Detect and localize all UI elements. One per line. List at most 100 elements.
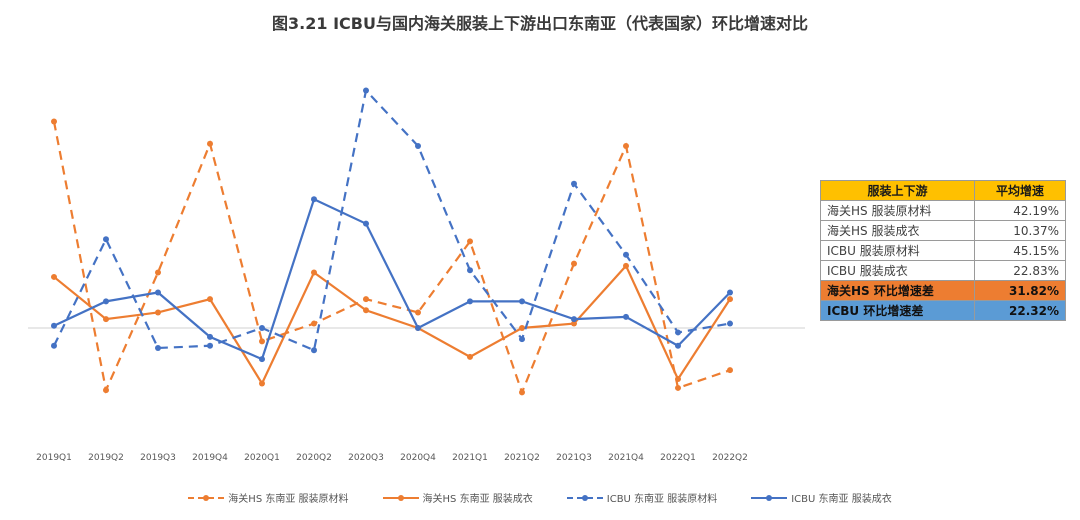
summary-row-label: ICBU 服装成衣 [820, 260, 975, 281]
x-tick-label: 2020Q4 [400, 453, 436, 463]
data-point-0-10 [571, 260, 577, 267]
series-layer [51, 87, 733, 396]
data-point-3-3 [207, 333, 213, 340]
summary-row: 海关HS 服装原材料 42.19% [820, 200, 1066, 221]
data-point-1-5 [311, 269, 317, 276]
series-line-3 [53, 197, 731, 361]
summary-highlight-label: 海关HS 环比增速差 [820, 280, 975, 301]
legend-swatch-solid-orange [382, 494, 419, 501]
data-point-0-6 [363, 296, 369, 303]
summary-table-header: 服装上下游 平均增速 [820, 180, 1066, 201]
summary-row-value: 10.37% [974, 220, 1066, 241]
data-point-2-7 [415, 142, 421, 149]
data-point-2-11 [623, 251, 629, 258]
data-point-3-6 [363, 220, 369, 227]
data-point-2-4 [259, 325, 265, 331]
data-point-3-13 [727, 289, 733, 296]
legend-swatch-dashed-orange [188, 494, 225, 501]
data-point-3-10 [571, 316, 577, 323]
summary-row-value: 22.83% [974, 260, 1066, 281]
summary-highlight-value: 31.82% [974, 280, 1066, 301]
data-point-0-12 [675, 384, 681, 391]
series-line-1 [53, 263, 731, 386]
data-point-1-13 [727, 296, 733, 303]
data-point-1-6 [363, 307, 369, 314]
data-point-0-8 [467, 238, 473, 245]
summary-highlight-value: 22.32% [974, 300, 1066, 321]
data-point-3-12 [675, 342, 681, 349]
summary-row: ICBU 服装成衣 22.83% [820, 260, 1066, 281]
data-point-0-2 [155, 269, 161, 276]
legend-item: 海关HS 东南亚 服装原材料 [188, 490, 349, 505]
legend-label: 海关HS 东南亚 服装原材料 [228, 494, 349, 505]
data-point-2-8 [467, 267, 473, 274]
x-tick-label: 2021Q2 [504, 453, 540, 463]
summary-highlight-label: ICBU 环比增速差 [820, 300, 975, 321]
x-tick-label: 2019Q3 [140, 453, 176, 463]
legend-label: 海关HS 东南亚 服装成衣 [422, 494, 533, 505]
legend-swatch-dashed-blue [566, 494, 603, 501]
data-point-3-8 [467, 298, 473, 305]
data-point-0-11 [623, 142, 629, 149]
data-point-1-8 [467, 353, 473, 360]
x-tick-label: 2020Q3 [348, 453, 384, 463]
data-point-1-4 [259, 380, 265, 387]
data-point-2-9 [519, 336, 525, 343]
data-point-1-10 [571, 320, 577, 327]
x-tick-label: 2019Q1 [36, 453, 72, 463]
series-line-0 [52, 121, 731, 396]
data-point-2-6 [363, 87, 369, 94]
summary-highlight-row-hs: 海关HS 环比增速差 31.82% [820, 280, 1066, 301]
data-point-2-2 [155, 344, 161, 351]
data-point-0-1 [103, 387, 109, 394]
data-point-2-3 [207, 342, 213, 349]
x-tick-label: 2019Q2 [88, 453, 124, 463]
data-point-3-2 [155, 289, 161, 296]
x-tick-label: 2019Q4 [192, 453, 228, 463]
legend-label: ICBU 东南亚 服装原材料 [606, 494, 718, 505]
data-point-3-7 [415, 325, 421, 331]
data-point-1-11 [623, 262, 629, 269]
data-point-2-12 [675, 329, 681, 336]
data-point-0-9 [519, 389, 525, 396]
data-point-0-4 [259, 338, 265, 345]
data-point-3-9 [519, 298, 525, 305]
data-point-2-1 [103, 236, 109, 243]
legend-label: ICBU 东南亚 服装成衣 [791, 494, 892, 505]
summary-row-label: ICBU 服装原材料 [820, 240, 975, 261]
summary-row-value: 45.15% [974, 240, 1066, 261]
x-axis-labels: 2019Q1 2019Q2 2019Q3 2019Q4 2020Q1 2020Q2 2020… [36, 453, 748, 463]
data-point-3-11 [623, 313, 629, 320]
x-tick-label: 2020Q2 [296, 453, 332, 463]
x-tick-label: 2022Q2 [712, 453, 748, 463]
series-line-2 [53, 88, 731, 352]
data-point-3-0 [51, 322, 57, 329]
data-point-3-4 [259, 356, 265, 363]
summary-row-label: 海关HS 服装成衣 [820, 220, 975, 241]
legend-item: ICBU 东南亚 服装成衣 [751, 490, 892, 505]
x-tick-label: 2022Q1 [660, 453, 696, 463]
legend-item: ICBU 东南亚 服装原材料 [566, 490, 718, 505]
x-tick-label: 2021Q1 [452, 453, 488, 463]
data-point-1-1 [103, 316, 109, 323]
summary-row: 海关HS 服装成衣 10.37% [820, 220, 1066, 241]
data-point-1-9 [519, 325, 525, 331]
summary-row: ICBU 服装原材料 45.15% [820, 240, 1066, 261]
x-tick-label: 2021Q4 [608, 453, 644, 463]
summary-header-category: 服装上下游 [820, 180, 975, 201]
data-point-2-5 [311, 347, 317, 354]
data-point-1-3 [207, 296, 213, 303]
summary-table: 服装上下游 平均增速 海关HS 服装原材料 42.19% 海关HS 服装成衣 1… [820, 180, 1066, 321]
legend-swatch-solid-blue [751, 494, 788, 501]
data-point-3-5 [311, 196, 317, 203]
data-point-0-3 [207, 140, 213, 147]
summary-row-label: 海关HS 服装原材料 [820, 200, 975, 221]
x-tick-label: 2020Q1 [244, 453, 280, 463]
data-point-0-7 [415, 309, 421, 316]
data-point-2-13 [727, 320, 733, 327]
data-point-1-0 [51, 273, 57, 280]
data-point-1-12 [675, 376, 681, 383]
summary-header-avg: 平均增速 [974, 180, 1066, 201]
data-point-1-2 [155, 309, 161, 316]
